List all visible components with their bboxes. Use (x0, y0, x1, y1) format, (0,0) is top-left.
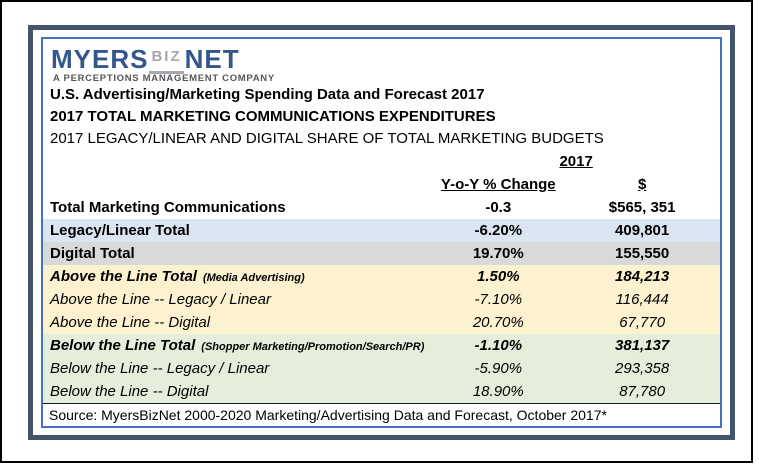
column-header-spacer (43, 172, 432, 196)
logo-tagline: A PERCEPTIONS MANAGEMENT COMPANY (53, 73, 275, 84)
title-line-2: 2017 TOTAL MARKETING COMMUNICATIONS EXPE… (50, 108, 496, 125)
row-yoy-value: -5.90% (474, 360, 523, 377)
table-row: Legacy/Linear Total -6.20% 409,801 (43, 219, 720, 242)
row-dollar-value: 293,358 (615, 360, 670, 377)
logo-wordmark: MYERS BIZ NET (51, 43, 720, 74)
table-outer-border: MYERS BIZ NET A PERCEPTIONS MANAGEMENT COM… (28, 25, 735, 440)
table-row: Below the Line -- Digital 18.90% 87,780 (43, 380, 720, 403)
row-dollar-value: 381,137 (615, 337, 670, 354)
table-row: Below the Line -- Legacy / Linear -5.90% 2… (43, 357, 720, 380)
row-label: Above the Line Total (Media Advertising) (50, 268, 305, 285)
year-header-row: 2017 (43, 150, 720, 172)
table-row: Below the Line Total (Shopper Marketing/P… (43, 334, 720, 357)
source-line: Source: MyersBizNet 2000-2020 Marketing/… (43, 403, 720, 426)
year-header-cell: 2017 (432, 150, 720, 172)
table-row: Total Marketing Communications -0.3 $565, … (43, 196, 720, 219)
col-header-dollars: $ (637, 175, 647, 193)
row-label: Above the Line -- Legacy / Linear (50, 291, 271, 308)
table-row: Digital Total 19.70% 155,550 (43, 242, 720, 265)
table-inner-border: MYERS BIZ NET A PERCEPTIONS MANAGEMENT COM… (41, 37, 722, 428)
title-line-1: U.S. Advertising/Marketing Spending Data… (50, 86, 485, 103)
title-line-3: 2017 LEGACY/LINEAR AND DIGITAL SHARE OF … (50, 130, 604, 147)
table-row: Above the Line -- Digital 20.70% 67,770 (43, 311, 720, 334)
row-yoy-value: -0.3 (485, 199, 512, 216)
row-dollar-value: 116,444 (615, 291, 669, 308)
col-header-yoy: Y-o-Y % Change (440, 175, 556, 193)
row-label-note: (Media Advertising) (202, 272, 305, 284)
row-yoy-value: 18.90% (472, 383, 524, 400)
row-label: Above the Line -- Digital (50, 314, 211, 331)
row-dollar-value: 67,770 (619, 314, 666, 331)
row-dollar-value: $565, 351 (608, 199, 676, 216)
col-header-yoy-cell: Y-o-Y % Change (432, 172, 564, 196)
row-label-note: (Shopper Marketing/Promotion/Search/PR) (201, 341, 425, 353)
logo-biz-text: BIZ (149, 43, 184, 74)
row-label: Below the Line Total (Shopper Marketing/P… (50, 337, 425, 354)
logo-net-text: NET (184, 44, 240, 74)
row-dollar-value: 184,213 (615, 268, 670, 285)
year-header: 2017 (559, 152, 593, 170)
spending-table: 2017 Y-o-Y % Change $ Total Marketing Co… (43, 150, 720, 403)
report-titles: U.S. Advertising/Marketing Spending Data… (43, 84, 720, 150)
col-header-dollars-cell: $ (564, 172, 720, 196)
row-dollar-value: 87,780 (619, 383, 666, 400)
table-row: Above the Line Total (Media Advertising) 1… (43, 265, 720, 288)
row-yoy-value: 1.50% (477, 268, 520, 285)
row-yoy-value: -1.10% (474, 337, 523, 354)
row-yoy-value: -6.20% (474, 222, 523, 239)
row-yoy-value: -7.10% (474, 291, 523, 308)
row-dollar-value: 155,550 (615, 245, 670, 262)
table-row: Above the Line -- Legacy / Linear -7.10% 1… (43, 288, 720, 311)
year-header-spacer (43, 150, 432, 172)
row-label: Below the Line -- Legacy / Linear (50, 360, 270, 377)
row-yoy-value: 20.70% (472, 314, 524, 331)
column-header-row: Y-o-Y % Change $ (43, 172, 720, 196)
row-label: Legacy/Linear Total (50, 222, 190, 239)
row-dollar-value: 409,801 (615, 222, 670, 239)
row-label: Total Marketing Communications (50, 199, 286, 216)
row-yoy-value: 19.70% (472, 245, 524, 262)
myersbiznet-logo: MYERS BIZ NET A PERCEPTIONS MANAGEMENT COM… (43, 39, 720, 85)
row-label: Below the Line -- Digital (50, 383, 209, 400)
row-label: Digital Total (50, 245, 135, 262)
table-body: Total Marketing Communications -0.3 $565, … (43, 196, 720, 403)
logo-myers-text: MYERS (51, 44, 149, 74)
